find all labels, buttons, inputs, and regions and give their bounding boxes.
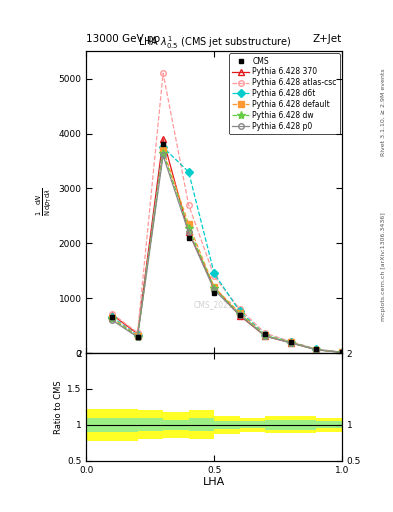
- Pythia 6.428 default: [135, 333, 140, 339]
- CMS: [263, 331, 268, 337]
- Pythia 6.428 atlas-csc: [110, 310, 114, 316]
- Title: LHA $\lambda^{1}_{0.5}$ (CMS jet substructure): LHA $\lambda^{1}_{0.5}$ (CMS jet substru…: [138, 34, 291, 51]
- Pythia 6.428 atlas-csc: [263, 330, 268, 336]
- Pythia 6.428 d6t: [161, 144, 165, 151]
- Line: Pythia 6.428 d6t: Pythia 6.428 d6t: [109, 144, 345, 355]
- Pythia 6.428 370: [263, 333, 268, 339]
- CMS: [110, 314, 114, 321]
- Text: Z+Jet: Z+Jet: [313, 33, 342, 44]
- Line: CMS: CMS: [110, 142, 344, 355]
- Pythia 6.428 atlas-csc: [340, 349, 344, 355]
- Text: CMS_2021_...: CMS_2021_...: [194, 300, 244, 309]
- Pythia 6.428 dw: [161, 150, 165, 156]
- Pythia 6.428 dw: [340, 349, 344, 355]
- Pythia 6.428 dw: [110, 316, 114, 322]
- Pythia 6.428 p0: [110, 317, 114, 323]
- Pythia 6.428 dw: [237, 311, 242, 317]
- Pythia 6.428 atlas-csc: [161, 70, 165, 76]
- Pythia 6.428 370: [186, 229, 191, 236]
- Pythia 6.428 d6t: [110, 314, 114, 320]
- CMS: [340, 349, 344, 355]
- Pythia 6.428 default: [110, 315, 114, 321]
- Pythia 6.428 default: [340, 349, 344, 355]
- Y-axis label: $\frac{1}{\mathrm{N}}\frac{\mathrm{d}N}{\mathrm{d}p_\mathrm{T}\mathrm{d}\lambda}: $\frac{1}{\mathrm{N}}\frac{\mathrm{d}N}{…: [35, 188, 55, 217]
- Pythia 6.428 dw: [186, 225, 191, 231]
- Pythia 6.428 p0: [135, 334, 140, 340]
- Pythia 6.428 370: [314, 347, 319, 353]
- Pythia 6.428 370: [237, 313, 242, 319]
- Pythia 6.428 d6t: [237, 308, 242, 314]
- Pythia 6.428 default: [263, 332, 268, 338]
- Pythia 6.428 d6t: [263, 332, 268, 338]
- CMS: [314, 346, 319, 352]
- Pythia 6.428 atlas-csc: [314, 346, 319, 352]
- Pythia 6.428 dw: [212, 285, 217, 291]
- Pythia 6.428 370: [340, 349, 344, 355]
- Pythia 6.428 p0: [314, 347, 319, 353]
- CMS: [212, 290, 217, 296]
- Text: mcplots.cern.ch [arXiv:1306.3436]: mcplots.cern.ch [arXiv:1306.3436]: [381, 212, 386, 321]
- Pythia 6.428 d6t: [212, 270, 217, 276]
- Pythia 6.428 atlas-csc: [212, 273, 217, 279]
- Pythia 6.428 p0: [186, 229, 191, 236]
- Pythia 6.428 d6t: [314, 346, 319, 352]
- Pythia 6.428 370: [288, 340, 293, 346]
- CMS: [135, 333, 140, 339]
- Pythia 6.428 p0: [161, 153, 165, 159]
- Legend: CMS, Pythia 6.428 370, Pythia 6.428 atlas-csc, Pythia 6.428 d6t, Pythia 6.428 de: CMS, Pythia 6.428 370, Pythia 6.428 atla…: [229, 53, 340, 134]
- Pythia 6.428 dw: [314, 347, 319, 353]
- Pythia 6.428 d6t: [135, 332, 140, 338]
- Text: 13000 GeV pp: 13000 GeV pp: [86, 33, 161, 44]
- Pythia 6.428 d6t: [288, 339, 293, 345]
- Pythia 6.428 default: [237, 310, 242, 316]
- CMS: [288, 339, 293, 345]
- Pythia 6.428 p0: [288, 340, 293, 346]
- Pythia 6.428 atlas-csc: [237, 306, 242, 312]
- Pythia 6.428 atlas-csc: [186, 202, 191, 208]
- Pythia 6.428 370: [161, 136, 165, 142]
- Text: Rivet 3.1.10, ≥ 2.9M events: Rivet 3.1.10, ≥ 2.9M events: [381, 69, 386, 157]
- Line: Pythia 6.428 default: Pythia 6.428 default: [109, 147, 345, 355]
- Pythia 6.428 default: [288, 339, 293, 346]
- Pythia 6.428 d6t: [340, 349, 344, 355]
- Pythia 6.428 default: [212, 284, 217, 290]
- Pythia 6.428 370: [110, 311, 114, 317]
- Pythia 6.428 dw: [288, 339, 293, 346]
- Pythia 6.428 p0: [212, 287, 217, 293]
- Line: Pythia 6.428 atlas-csc: Pythia 6.428 atlas-csc: [109, 70, 345, 355]
- Pythia 6.428 default: [186, 221, 191, 227]
- Pythia 6.428 d6t: [186, 169, 191, 175]
- Line: Pythia 6.428 dw: Pythia 6.428 dw: [108, 148, 346, 356]
- Pythia 6.428 p0: [237, 312, 242, 318]
- CMS: [161, 141, 165, 147]
- Pythia 6.428 atlas-csc: [288, 338, 293, 345]
- Pythia 6.428 dw: [263, 333, 268, 339]
- Line: Pythia 6.428 370: Pythia 6.428 370: [109, 136, 345, 355]
- Line: Pythia 6.428 p0: Pythia 6.428 p0: [109, 153, 345, 355]
- CMS: [186, 234, 191, 241]
- Pythia 6.428 370: [135, 331, 140, 337]
- Pythia 6.428 370: [212, 284, 217, 290]
- CMS: [237, 311, 242, 317]
- Y-axis label: Ratio to CMS: Ratio to CMS: [54, 380, 63, 434]
- Pythia 6.428 atlas-csc: [135, 330, 140, 336]
- Pythia 6.428 p0: [263, 333, 268, 339]
- X-axis label: LHA: LHA: [203, 477, 225, 487]
- Pythia 6.428 default: [314, 347, 319, 353]
- Pythia 6.428 p0: [340, 349, 344, 355]
- Pythia 6.428 dw: [135, 333, 140, 339]
- Pythia 6.428 default: [161, 147, 165, 153]
